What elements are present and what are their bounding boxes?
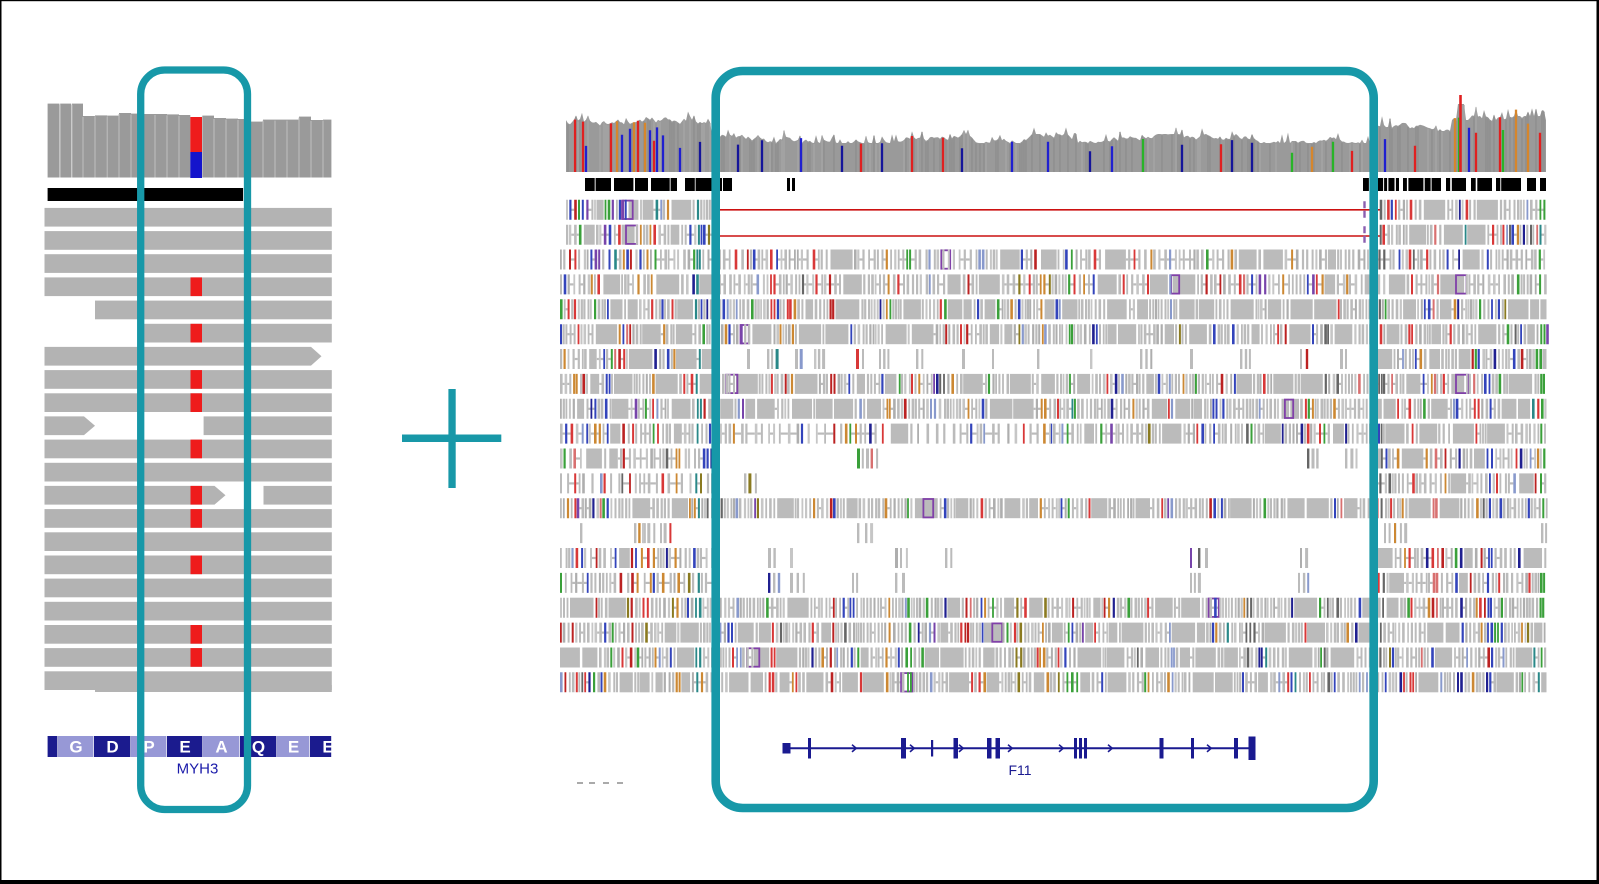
svg-text:Q: Q [252,738,265,757]
svg-text:E: E [288,738,299,757]
svg-text:F11: F11 [1008,762,1031,778]
svg-text:E: E [179,738,190,757]
svg-text:D: D [106,738,118,757]
svg-text:E: E [322,738,333,757]
svg-text:P: P [143,738,154,757]
svg-text:A: A [215,738,227,757]
svg-text:MYH3: MYH3 [177,761,219,778]
svg-text:G: G [69,738,82,757]
